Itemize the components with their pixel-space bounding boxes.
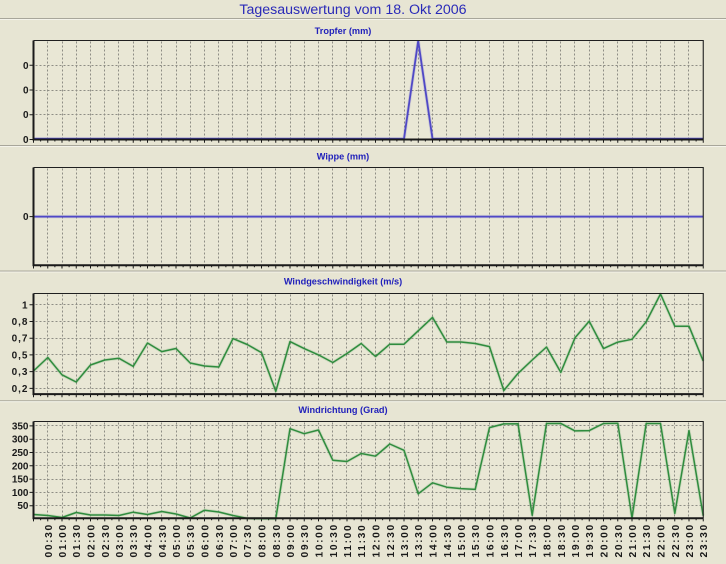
svg-text:18:00: 18:00 [543,523,554,557]
svg-text:01:00: 01:00 [58,523,69,557]
svg-text:0,7: 0,7 [12,334,29,345]
svg-text:16:00: 16:00 [486,523,497,557]
svg-text:15:00: 15:00 [457,523,468,557]
svg-text:08:00: 08:00 [258,523,269,557]
svg-text:23:00: 23:00 [685,523,696,557]
svg-text:19:00: 19:00 [571,523,582,557]
svg-text:14:00: 14:00 [429,523,440,557]
svg-text:20:00: 20:00 [600,523,611,557]
svg-text:01:30: 01:30 [72,523,83,557]
svg-text:100: 100 [12,488,29,499]
svg-text:0,2: 0,2 [12,384,29,395]
svg-text:11:30: 11:30 [357,524,368,558]
svg-text:17:00: 17:00 [514,523,525,557]
svg-text:05:00: 05:00 [172,523,183,557]
svg-text:03:30: 03:30 [129,523,140,557]
svg-text:06:00: 06:00 [201,523,212,557]
svg-text:13:00: 13:00 [400,523,411,557]
svg-text:0: 0 [23,61,29,72]
svg-text:0,5: 0,5 [12,350,29,361]
svg-text:0,8: 0,8 [12,317,29,328]
svg-text:18:30: 18:30 [557,523,568,557]
svg-text:04:00: 04:00 [144,523,155,557]
svg-text:21:00: 21:00 [628,523,639,557]
svg-text:14:30: 14:30 [443,523,454,557]
svg-text:02:00: 02:00 [87,523,98,557]
svg-text:Windrichtung (Grad): Windrichtung (Grad) [298,405,387,415]
svg-text:350: 350 [12,421,29,432]
svg-text:16:30: 16:30 [500,523,511,557]
svg-text:08:30: 08:30 [272,523,283,557]
svg-text:23:30: 23:30 [699,523,710,557]
svg-text:09:30: 09:30 [300,523,311,557]
svg-text:04:30: 04:30 [158,523,169,557]
svg-text:17:30: 17:30 [528,523,539,557]
svg-text:06:30: 06:30 [215,523,226,557]
svg-text:1: 1 [22,300,29,311]
svg-text:21:30: 21:30 [642,523,653,557]
svg-text:20:30: 20:30 [614,523,625,557]
svg-text:300: 300 [12,435,29,446]
svg-text:05:30: 05:30 [186,523,197,557]
svg-text:19:30: 19:30 [585,523,596,557]
svg-text:10:30: 10:30 [329,523,340,557]
svg-text:10:00: 10:00 [315,523,326,557]
svg-text:0: 0 [23,212,29,223]
svg-text:200: 200 [12,461,29,472]
svg-text:09:00: 09:00 [286,523,297,557]
svg-text:50: 50 [17,501,29,512]
svg-text:250: 250 [12,448,29,459]
svg-text:12:00: 12:00 [372,523,383,557]
svg-text:22:30: 22:30 [671,523,682,557]
svg-text:0: 0 [23,135,29,146]
svg-text:Wippe (mm): Wippe (mm) [317,152,370,162]
svg-text:13:30: 13:30 [414,523,425,557]
svg-text:15:30: 15:30 [471,523,482,557]
svg-text:Windgeschwindigkeit (m/s): Windgeschwindigkeit (m/s) [284,277,402,287]
svg-text:00:30: 00:30 [44,523,55,557]
svg-text:22:00: 22:00 [657,523,668,557]
svg-text:07:30: 07:30 [243,523,254,557]
svg-text:03:00: 03:00 [115,523,126,557]
svg-text:150: 150 [12,475,29,486]
svg-text:Tagesauswertung vom 18. Okt 20: Tagesauswertung vom 18. Okt 2006 [239,2,466,18]
svg-text:Tropfer (mm): Tropfer (mm) [315,26,372,36]
svg-text:0,3: 0,3 [12,367,29,378]
svg-text:02:30: 02:30 [101,523,112,557]
svg-text:0: 0 [23,86,29,97]
svg-text:0: 0 [23,110,29,121]
svg-text:11:00: 11:00 [343,524,354,558]
svg-text:07:00: 07:00 [229,523,240,557]
svg-text:12:30: 12:30 [386,523,397,557]
